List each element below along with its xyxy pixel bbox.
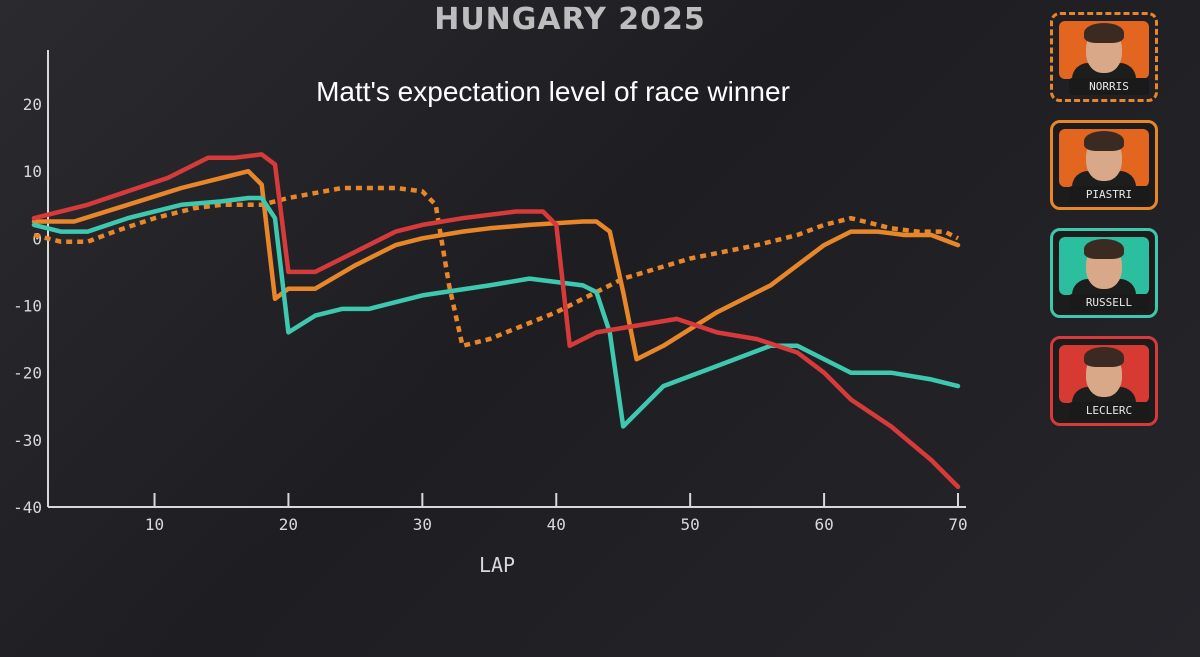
driver-card-norris: NORRIS xyxy=(1050,12,1158,102)
x-axis-label: LAP xyxy=(479,553,515,577)
driver-card-leclerc: LECLERC xyxy=(1050,336,1158,426)
driver-name-label: LECLERC xyxy=(1069,402,1149,419)
piastri-portrait-icon xyxy=(1059,129,1149,187)
x-tick-label: 20 xyxy=(279,515,298,534)
x-tick-label: 10 xyxy=(145,515,164,534)
leclerc-portrait-icon xyxy=(1059,345,1149,403)
series-line-piastri xyxy=(31,168,961,362)
driver-card-russell: RUSSELL xyxy=(1050,228,1158,318)
y-tick-label: -30 xyxy=(13,431,42,450)
series-line-leclerc xyxy=(31,152,961,490)
y-tick-label: 10 xyxy=(23,162,42,181)
driver-name-label: PIASTRI xyxy=(1069,186,1149,203)
driver-name-label: NORRIS xyxy=(1069,78,1149,95)
x-tick-label: 40 xyxy=(547,515,566,534)
chart-axes: 20 10 0 -10 -20 -30 -40 10 20 30 40 50 60 70 xyxy=(13,50,968,534)
chart-title: HUNGARY 2025 xyxy=(434,2,706,37)
x-tick-label: 60 xyxy=(814,515,833,534)
norris-portrait-icon xyxy=(1059,21,1149,79)
x-tick-label: 50 xyxy=(681,515,700,534)
y-tick-label: -20 xyxy=(13,364,42,383)
russell-portrait-icon xyxy=(1059,237,1149,295)
chart-subtitle: Matt's expectation level of race winner xyxy=(316,76,790,107)
x-tick-label: 70 xyxy=(948,515,967,534)
y-tick-label: 0 xyxy=(32,229,42,248)
driver-name-label: RUSSELL xyxy=(1069,294,1149,311)
series-line-russell xyxy=(31,195,961,429)
y-tick-label: -40 xyxy=(13,498,42,517)
series-line-norris xyxy=(33,185,960,349)
chart-lines xyxy=(31,152,961,490)
y-tick-label: -10 xyxy=(13,297,42,316)
x-tick-label: 30 xyxy=(413,515,432,534)
driver-card-piastri: PIASTRI xyxy=(1050,120,1158,210)
y-tick-label: 20 xyxy=(23,95,42,114)
